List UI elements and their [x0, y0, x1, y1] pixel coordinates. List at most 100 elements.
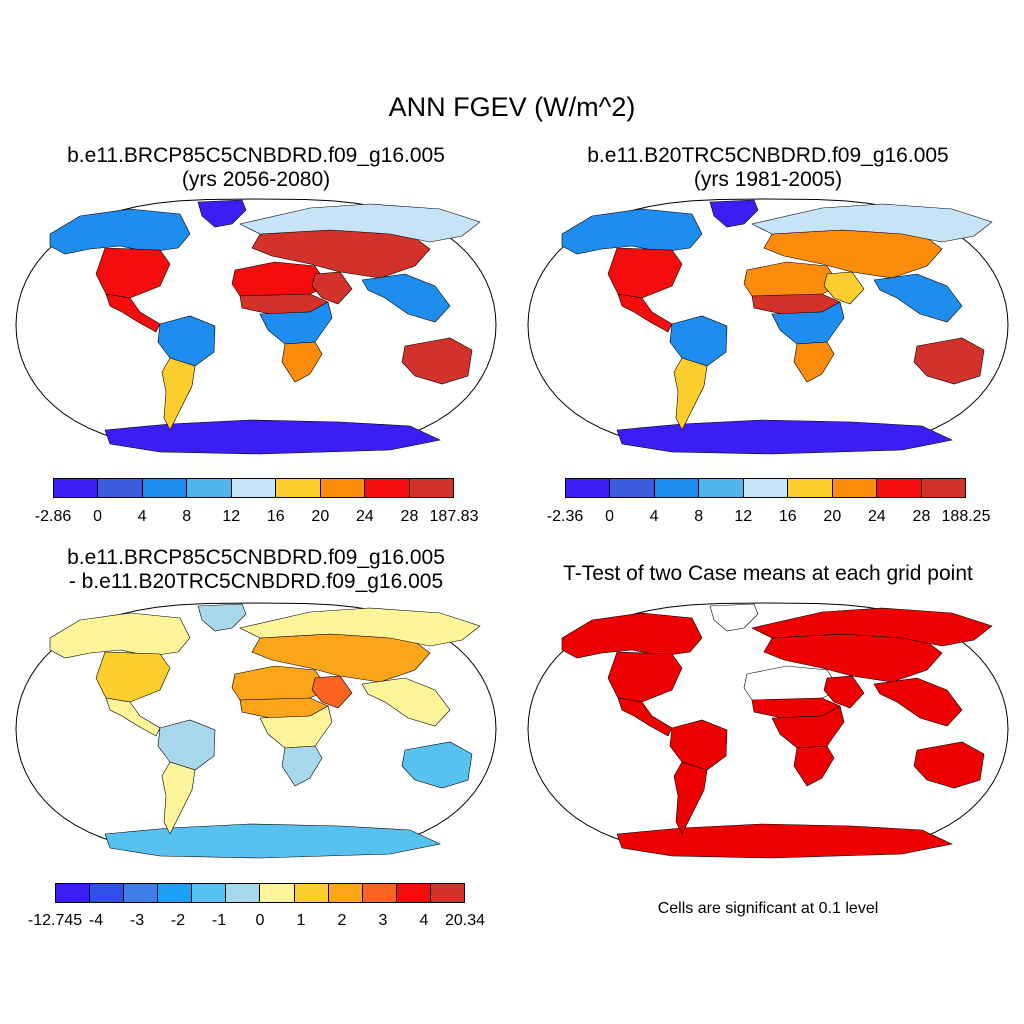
colorbar-difference [55, 883, 465, 903]
map-svg [527, 198, 1009, 455]
colorbar-tick-label: 0 [255, 912, 265, 929]
colorbar-tick-label: 0 [605, 508, 614, 525]
colorbar-segment [396, 884, 431, 902]
region-siberia [751, 607, 993, 647]
colorbar-tick-label: 188.25 [941, 508, 991, 525]
region-greenland [709, 603, 759, 632]
colorbar-segment [328, 884, 363, 902]
region-southeast-asia [361, 677, 451, 727]
region-southern-africa [281, 745, 323, 787]
colorbar-segment [365, 479, 410, 497]
region-eastern-us [607, 247, 683, 299]
panel-title-historical: b.e11.B20TRC5CNBDRD.f09_g16.005 (yrs 198… [522, 144, 1014, 192]
region-southeast-asia [361, 273, 451, 323]
colorbar-labels-future: -2.86 0 4 8 12 16 20 24 28 187.83 [35, 508, 479, 528]
colorbar-tick-label: -2 [170, 912, 186, 929]
colorbar-tick-label: 20 [311, 508, 330, 525]
region-central-africa [771, 301, 845, 345]
colorbar-segment [430, 884, 464, 902]
colorbar-tick-label: 8 [694, 508, 704, 525]
map-historical [522, 194, 1014, 456]
colorbar-tick-label: -2.36 [546, 508, 584, 525]
colorbar-segment [320, 479, 366, 497]
colorbar-segment [54, 479, 99, 497]
colorbar-tick-label: -1 [211, 912, 227, 929]
region-boreal-north-america [49, 208, 191, 255]
colorbar-segment [699, 479, 744, 497]
colorbar-tick-label: 1 [296, 912, 306, 929]
region-australia [401, 337, 473, 385]
region-southern-south-america [673, 761, 708, 835]
region-mexico [617, 293, 673, 333]
region-boreal-north-america [561, 612, 703, 659]
panel-title-line2: (yrs 2056-2080) [181, 168, 331, 191]
colorbar-historical [565, 478, 966, 498]
region-southern-south-america [673, 357, 708, 431]
significance-note: Cells are significant at 0.1 level [657, 900, 879, 917]
region-amazon [157, 315, 216, 367]
region-southern-africa [281, 341, 323, 383]
colorbar-segment [877, 479, 922, 497]
colorbar-tick-label: 0 [93, 508, 102, 525]
region-antarctica [104, 823, 441, 859]
region-amazon [157, 719, 216, 771]
region-australia [401, 741, 473, 789]
colorbar-tick-label: 4 [419, 912, 429, 929]
colorbar-tick-label: 187.83 [429, 508, 479, 525]
colorbar-tick-label: 12 [222, 508, 241, 525]
figure-title: ANN FGEV (W/m^2) [388, 92, 636, 122]
region-antarctica [616, 823, 953, 859]
colorbar-segment [226, 884, 261, 902]
colorbar-segment [192, 884, 227, 902]
map-svg [15, 602, 497, 859]
colorbar-labels-difference: -12.745 -4 -3 -2 -1 0 1 2 3 4 20.34 [28, 912, 485, 932]
colorbar-labels-historical: -2.36 0 4 8 12 16 20 24 28 188.25 [547, 508, 991, 528]
panel-title-line1: b.e11.BRCP85C5CNBDRD.f09_g16.005 [67, 144, 445, 167]
panel-title-line2: - b.e11.B20TRC5CNBDRD.f09_g16.005 [68, 570, 444, 593]
region-southern-africa [793, 341, 835, 383]
region-greenland [197, 603, 247, 632]
region-siberia [239, 203, 481, 243]
colorbar-segment [610, 479, 655, 497]
region-amazon [669, 719, 728, 771]
region-mexico [105, 293, 161, 333]
colorbar-tick-label: 16 [266, 508, 285, 525]
colorbar-segment [409, 479, 453, 497]
colorbar-segment [260, 884, 295, 902]
colorbar-tick-label: 28 [912, 508, 931, 525]
panel-title-line2: (yrs 1981-2005) [693, 168, 843, 191]
colorbar-tick-label: 28 [400, 508, 419, 525]
colorbar-segment [187, 479, 232, 497]
region-southern-africa [793, 745, 835, 787]
colorbar-segment [124, 884, 159, 902]
colorbar-tick-label: 24 [867, 508, 886, 525]
colorbar-future [53, 478, 454, 498]
colorbar-segment [654, 479, 700, 497]
region-australia [913, 741, 985, 789]
region-southern-south-america [161, 761, 196, 835]
colorbar-tick-label: 20.34 [444, 912, 486, 929]
region-boreal-north-america [561, 208, 703, 255]
region-eastern-us [95, 651, 171, 703]
colorbar-segment [362, 884, 397, 902]
region-eastern-us [95, 247, 171, 299]
region-siberia [239, 607, 481, 647]
colorbar-tick-label: -2.86 [34, 508, 72, 525]
region-amazon [669, 315, 728, 367]
map-svg [15, 198, 497, 455]
colorbar-tick-label: -3 [129, 912, 145, 929]
map-svg [527, 602, 1009, 859]
region-greenland [197, 199, 247, 228]
panel-title-difference: b.e11.BRCP85C5CNBDRD.f09_g16.005 - b.e11… [10, 546, 502, 594]
map-future [10, 194, 502, 456]
region-siberia [751, 203, 993, 243]
colorbar-segment [276, 479, 321, 497]
colorbar-segment [743, 479, 789, 497]
colorbar-tick-label: 24 [355, 508, 374, 525]
panel-title-line1: T-Test of two Case means at each grid po… [563, 562, 973, 585]
region-antarctica [104, 419, 441, 455]
region-central-africa [259, 705, 333, 749]
colorbar-tick-label: 16 [778, 508, 797, 525]
region-central-africa [259, 301, 333, 345]
colorbar-segment [56, 884, 91, 902]
